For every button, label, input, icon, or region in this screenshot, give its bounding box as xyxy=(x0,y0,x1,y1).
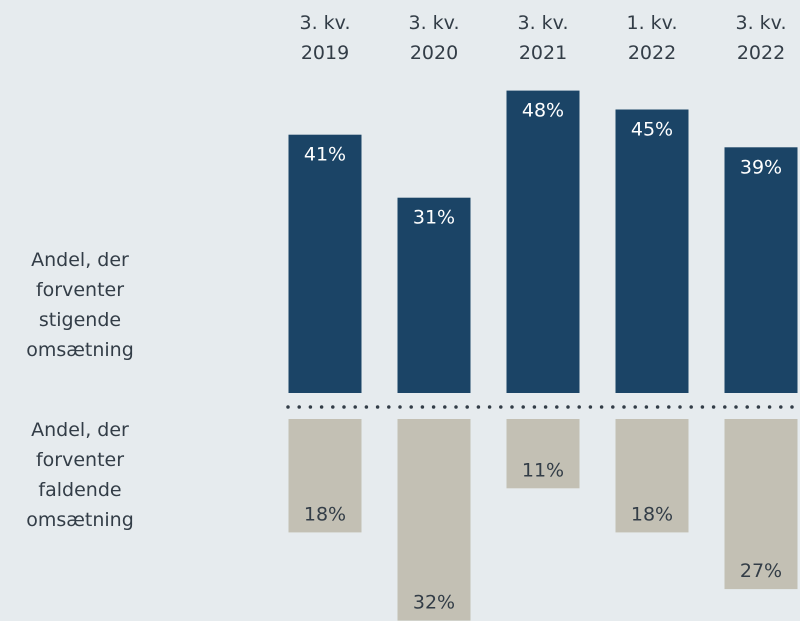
bar xyxy=(506,90,580,393)
data-label: 32% xyxy=(413,592,455,614)
bar xyxy=(724,419,798,590)
bar xyxy=(288,419,362,533)
data-label: 11% xyxy=(522,459,564,481)
series-label: Andel, der forventer stigende omsætning xyxy=(26,249,134,361)
x-tick-label: 3. kv. 2019 xyxy=(299,12,351,64)
x-tick-label: 3. kv. 2021 xyxy=(517,12,569,64)
bar xyxy=(288,134,362,393)
data-label: 45% xyxy=(631,119,673,141)
bar xyxy=(506,419,580,489)
x-tick-label: 3. kv. 2022 xyxy=(735,12,787,64)
bar xyxy=(615,109,689,393)
bar xyxy=(615,419,689,533)
data-label: 18% xyxy=(304,503,346,525)
data-label: 39% xyxy=(740,156,782,178)
data-label: 18% xyxy=(631,503,673,525)
data-label: 41% xyxy=(304,144,346,166)
data-label: 48% xyxy=(522,100,564,122)
series-label: Andel, der forventer faldende omsætning xyxy=(26,419,134,531)
data-label: 31% xyxy=(413,207,455,229)
bar xyxy=(397,197,471,393)
data-label: 27% xyxy=(740,560,782,582)
x-tick-label: 3. kv. 2020 xyxy=(408,12,460,64)
bar xyxy=(724,147,798,393)
x-tick-label: 1. kv. 2022 xyxy=(626,12,678,64)
bar xyxy=(397,419,471,621)
